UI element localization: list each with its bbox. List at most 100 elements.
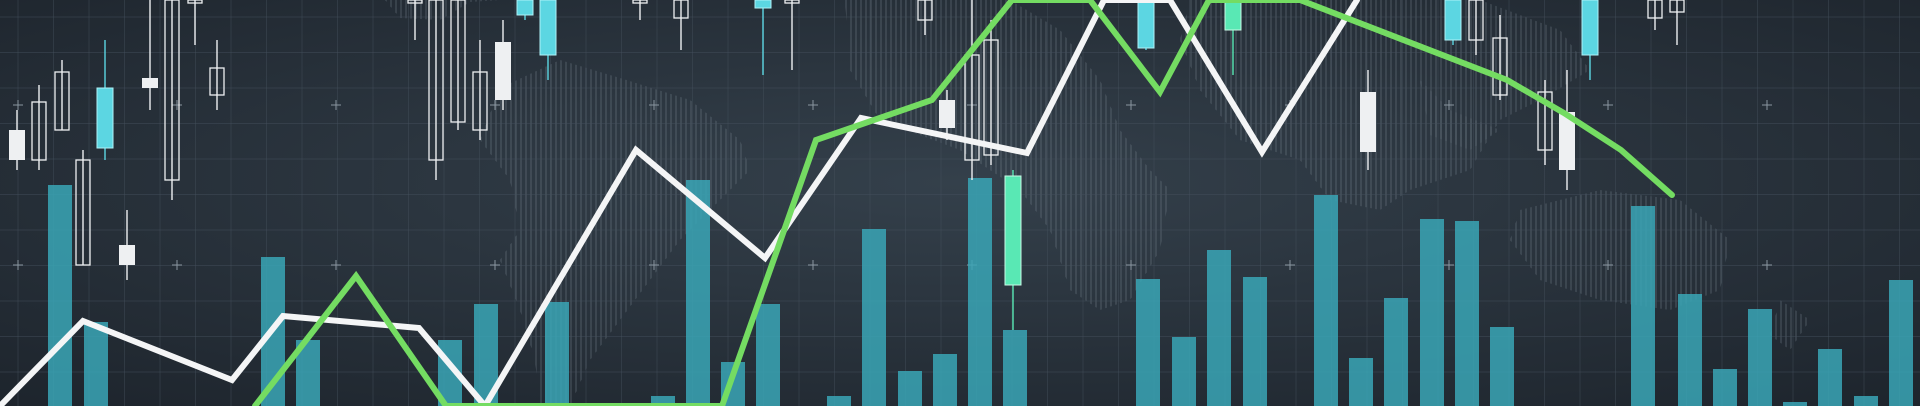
candle-body bbox=[1559, 112, 1575, 170]
candle-body bbox=[917, 0, 933, 21]
grid-crosshair-icon bbox=[490, 260, 500, 270]
volume-bar bbox=[1420, 219, 1444, 406]
candlestick bbox=[1537, 80, 1553, 165]
grid-crosshair-icon bbox=[1603, 260, 1613, 270]
candle-body bbox=[1581, 0, 1599, 56]
candle-body bbox=[1004, 175, 1022, 286]
candlestick bbox=[472, 40, 488, 140]
volume-bars bbox=[48, 178, 1913, 406]
grid-crosshair-icon bbox=[1126, 100, 1136, 110]
candlestick bbox=[754, 0, 772, 75]
candlestick bbox=[1492, 15, 1508, 100]
candlestick bbox=[673, 0, 689, 50]
volume-bar bbox=[756, 304, 780, 406]
candle-body bbox=[1137, 0, 1155, 49]
candle-body bbox=[939, 100, 955, 128]
grid-crosshair-icon bbox=[808, 260, 818, 270]
grid-crosshair-icon bbox=[808, 100, 818, 110]
candle-body bbox=[9, 130, 25, 160]
candlestick bbox=[539, 0, 557, 80]
volume-bar bbox=[898, 371, 922, 406]
grid-crosshair-icon bbox=[331, 100, 341, 110]
candle-body bbox=[632, 0, 648, 4]
volume-bar bbox=[651, 396, 675, 406]
grid-crosshair-icon bbox=[331, 260, 341, 270]
map-continent-6 bbox=[1770, 300, 1810, 350]
grid-crosshair-icon bbox=[172, 100, 182, 110]
candle-body bbox=[428, 0, 444, 161]
candlestick bbox=[119, 210, 135, 280]
candlestick bbox=[983, 20, 999, 165]
volume-bar bbox=[1384, 298, 1408, 406]
volume-bar bbox=[1748, 309, 1772, 406]
candle-body bbox=[407, 0, 423, 4]
candlestick bbox=[1669, 0, 1685, 45]
grid-crosshair-icon bbox=[13, 100, 23, 110]
candlesticks bbox=[9, 0, 1685, 330]
candlestick bbox=[75, 150, 91, 266]
candle-body bbox=[142, 78, 158, 88]
volume-bar bbox=[1889, 280, 1913, 406]
candlestick bbox=[96, 40, 114, 160]
candle-body bbox=[1647, 0, 1663, 19]
candlestick bbox=[964, 0, 980, 180]
volume-bar bbox=[968, 178, 992, 406]
candlestick bbox=[31, 85, 47, 170]
grid-crosshair-icon bbox=[1444, 260, 1454, 270]
candlestick bbox=[1137, 0, 1155, 50]
candlestick bbox=[428, 0, 444, 180]
candle-body bbox=[119, 245, 135, 265]
candle-body bbox=[539, 0, 557, 56]
volume-bar bbox=[1207, 250, 1231, 406]
grid-crosshair-icon bbox=[1126, 260, 1136, 270]
volume-bar bbox=[933, 354, 957, 406]
candlestick bbox=[1468, 0, 1484, 55]
grid-crosshair-icon bbox=[1762, 260, 1772, 270]
candlestick bbox=[1559, 70, 1575, 190]
green-trend-line bbox=[252, 0, 1675, 406]
candlestick bbox=[1444, 0, 1462, 45]
candle-body bbox=[673, 0, 689, 19]
grid-crosshair-icon bbox=[1444, 100, 1454, 110]
white-trend-line bbox=[0, 0, 1360, 406]
map-continent-2 bbox=[845, 0, 1170, 310]
candlestick bbox=[939, 90, 955, 140]
volume-bar bbox=[1854, 396, 1878, 406]
candlestick bbox=[495, 20, 511, 110]
volume-bar bbox=[1713, 369, 1737, 406]
candle-body bbox=[187, 0, 203, 4]
candle-body bbox=[495, 42, 511, 100]
volume-bar bbox=[862, 229, 886, 406]
candlestick bbox=[1004, 170, 1022, 330]
candlestick bbox=[407, 0, 423, 40]
grid-crosshair-icon bbox=[1603, 100, 1613, 110]
volume-bar bbox=[1349, 358, 1373, 406]
candle-body bbox=[1224, 0, 1242, 31]
grid-crosshair-icon bbox=[490, 100, 500, 110]
candle-body bbox=[1444, 0, 1462, 41]
candlestick bbox=[450, 0, 466, 130]
candle-body bbox=[96, 87, 114, 149]
candle-body bbox=[472, 71, 488, 131]
map-continent-4 bbox=[1420, 80, 1500, 150]
candlestick bbox=[54, 60, 70, 131]
candle-body bbox=[1468, 0, 1484, 41]
volume-bar bbox=[1455, 221, 1479, 406]
volume-bar bbox=[545, 302, 569, 406]
volume-bar bbox=[1172, 337, 1196, 406]
candlestick bbox=[164, 0, 180, 200]
volume-bar bbox=[1490, 327, 1514, 406]
candle-body bbox=[164, 0, 180, 181]
trend-lines bbox=[0, 0, 1675, 406]
candle-body bbox=[1492, 37, 1508, 96]
volume-bar bbox=[1631, 206, 1655, 406]
volume-bar bbox=[1314, 195, 1338, 406]
candle-body bbox=[1360, 92, 1376, 152]
candle-body bbox=[209, 67, 225, 96]
volume-bar bbox=[48, 185, 72, 406]
candle-body bbox=[75, 159, 91, 266]
candlestick bbox=[209, 40, 225, 110]
candlestick bbox=[187, 0, 203, 45]
volume-bar bbox=[84, 322, 108, 406]
